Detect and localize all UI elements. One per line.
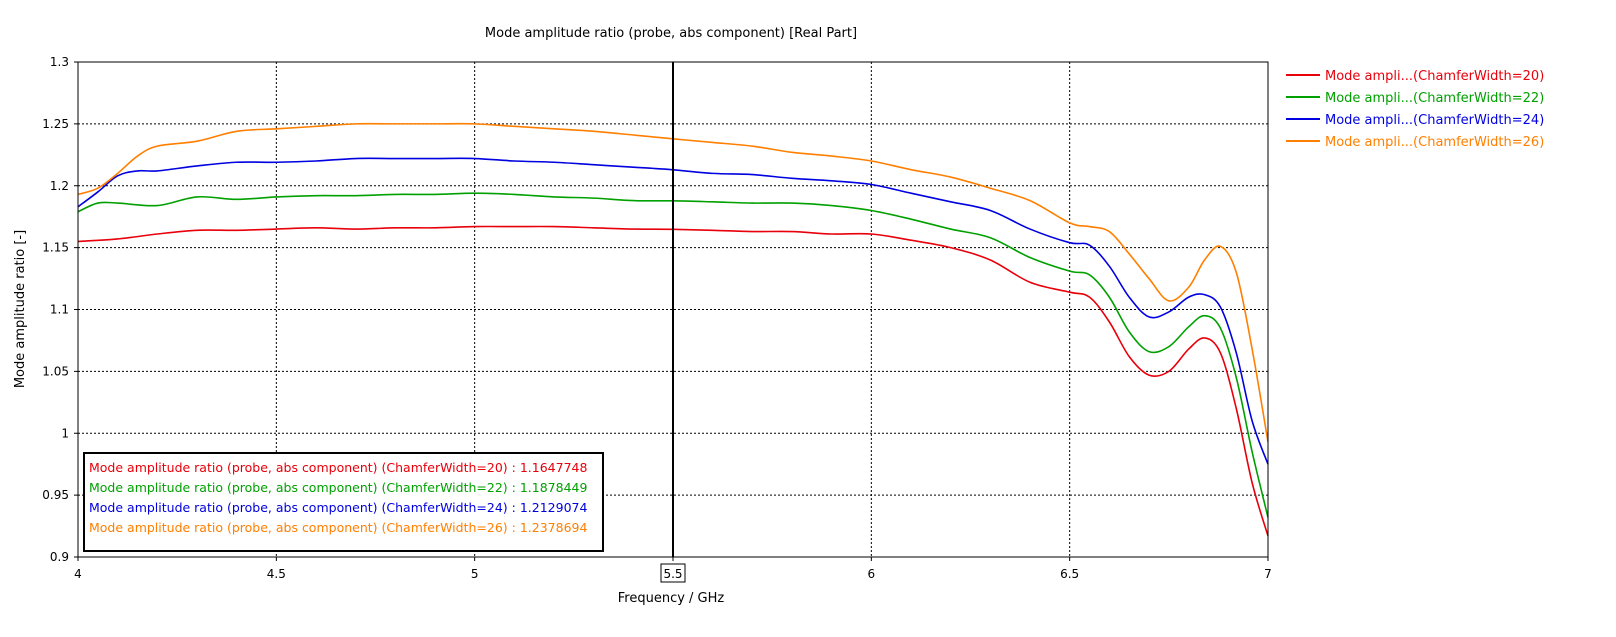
marker-x-label-box: [660, 563, 686, 583]
x-tick-label: 6.5: [1060, 567, 1079, 581]
marker-x-label: 5.5: [663, 567, 682, 581]
y-tick-label: 1.15: [42, 241, 69, 255]
y-tick-label: 1.3: [50, 55, 69, 69]
legend-label: Mode ampli...(ChamferWidth=20): [1325, 69, 1544, 84]
marker-readout-entry: Mode amplitude ratio (probe, abs compone…: [89, 460, 587, 475]
marker-readout-frame: [83, 452, 604, 552]
marker-readout-entry: Mode amplitude ratio (probe, abs compone…: [89, 500, 587, 515]
legend-label: Mode ampli...(ChamferWidth=26): [1325, 135, 1544, 150]
y-tick-label: 0.9: [50, 550, 69, 564]
legend: Mode ampli...(ChamferWidth=20) Mode ampli…: [1286, 69, 1544, 150]
y-axis-label: Mode amplitude ratio [-]: [13, 230, 28, 388]
series-line-4: [77, 122, 1269, 443]
marker-readout-box: Mode amplitude ratio (probe, abs compone…: [83, 452, 604, 552]
series-lines: [77, 122, 1269, 537]
x-tick-label: 7: [1264, 567, 1272, 581]
y-tick-label: 1.2: [50, 179, 69, 193]
marker-readout-entry: Mode amplitude ratio (probe, abs compone…: [89, 520, 587, 535]
series-line-2: [77, 192, 1269, 518]
x-tick-label: 4: [74, 567, 82, 581]
marker-readout-entry: Mode amplitude ratio (probe, abs compone…: [89, 480, 587, 495]
y-tick-label: 1.05: [42, 364, 69, 378]
x-tick-label: 6: [868, 567, 876, 581]
series-line-1: [77, 225, 1269, 537]
y-tick-label: 1.1: [50, 303, 69, 317]
y-tick-label: 1: [61, 426, 69, 440]
series-line-3: [77, 157, 1269, 465]
y-tick-label: 1.25: [42, 117, 69, 131]
chart-title: Mode amplitude ratio (probe, abs compone…: [485, 26, 857, 41]
x-tick-label: 4.5: [267, 567, 286, 581]
y-axis-ticks: 0.9 0.95 1 1.05 1.1 1.15 1.2 1.25 1.3: [42, 55, 78, 564]
x-tick-label: 5: [471, 567, 479, 581]
y-tick-label: 0.95: [42, 488, 69, 502]
legend-label: Mode ampli...(ChamferWidth=22): [1325, 91, 1544, 106]
x-axis-ticks: 4 4.5 5 5.5 6 6.5 7: [74, 557, 1272, 583]
x-axis-label: Frequency / GHz: [618, 591, 725, 606]
legend-label: Mode ampli...(ChamferWidth=24): [1325, 113, 1544, 128]
